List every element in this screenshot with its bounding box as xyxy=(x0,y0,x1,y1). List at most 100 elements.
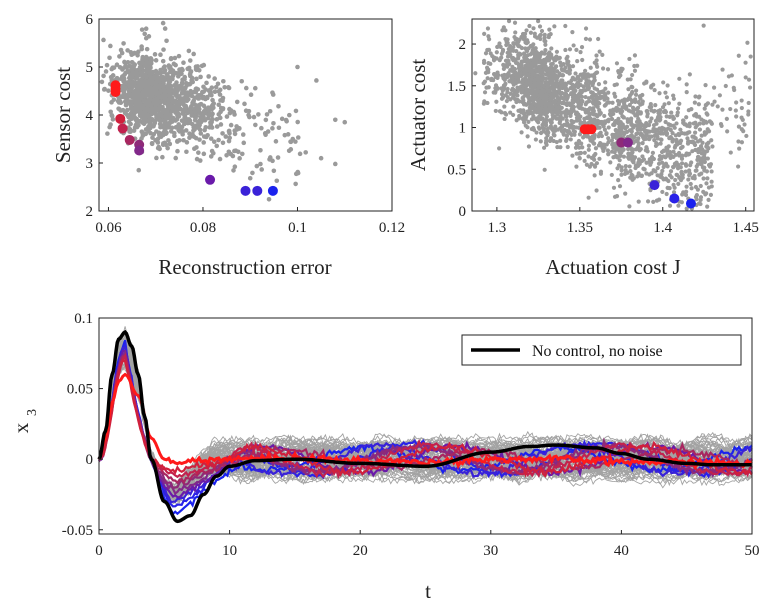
p2-cloud-point xyxy=(597,119,602,125)
p2-cloud-point xyxy=(677,76,682,81)
p2-cloud-point xyxy=(540,125,545,131)
p1-cloud-point xyxy=(99,79,105,85)
p1-cloud-point xyxy=(166,138,171,143)
p2-cloud-point xyxy=(508,44,513,49)
p2-cloud-point xyxy=(705,156,710,161)
p2-cloud-point xyxy=(674,172,679,177)
p1-cloud-point xyxy=(140,54,146,60)
p2-cloud-point xyxy=(487,37,492,42)
p1-cloud-point xyxy=(189,93,195,99)
p2-cloud-point xyxy=(664,191,669,197)
p2-cloud-point xyxy=(640,154,645,159)
p2-cloud-point xyxy=(678,165,683,170)
p2-cloud-point xyxy=(565,110,571,116)
p2-cloud-point xyxy=(543,122,548,127)
p1-cloud-point xyxy=(128,49,134,55)
p1-cloud-point xyxy=(264,112,270,117)
p2-cloud-point xyxy=(513,30,518,35)
p2-cloud-point xyxy=(521,95,526,100)
p2-cloud-point xyxy=(629,84,634,89)
p2-cloud-point xyxy=(554,78,559,83)
p2-cloud-point xyxy=(583,94,588,100)
p1-cloud-point xyxy=(141,117,147,122)
p1-cloud-point xyxy=(167,102,173,107)
p2-cloud-point xyxy=(672,163,678,168)
p1-cloud-point xyxy=(182,106,188,112)
p2-cloud-point xyxy=(661,177,666,182)
p2-cloud-point xyxy=(531,46,536,51)
p2-cloud-point xyxy=(694,192,699,198)
p2-cloud-point xyxy=(544,117,549,122)
p2-cloud-point xyxy=(510,55,516,61)
p2-cloud-point xyxy=(532,31,537,36)
p2-cloud-point xyxy=(707,164,713,169)
p1-cloud-point xyxy=(200,112,206,118)
p2-cloud-point xyxy=(574,47,579,52)
p1-cloud-point xyxy=(193,67,199,72)
p1-cloud-point xyxy=(228,122,234,128)
p2-cloud-point xyxy=(633,92,639,97)
p1-cloud-point xyxy=(293,108,299,114)
p2-cloud-point xyxy=(551,115,556,120)
p2-cloud-point xyxy=(558,60,563,65)
p2-cloud-point xyxy=(652,108,657,114)
p1-cloud-point xyxy=(166,98,172,103)
p1-cloud-point xyxy=(217,87,223,93)
p2-cloud-point xyxy=(667,136,672,141)
p2-ytick-label: 2 xyxy=(459,37,467,53)
p1-cloud-point xyxy=(170,74,175,80)
p2-cloud-point xyxy=(538,36,543,42)
p1-cloud-point xyxy=(175,104,181,109)
p2-cloud-point xyxy=(608,160,613,165)
p2-cloud-point xyxy=(664,114,669,119)
p1-cloud-point xyxy=(111,97,117,102)
p2-cloud-point xyxy=(635,131,640,136)
p1-cloud-point xyxy=(179,81,185,87)
p2-cloud-point xyxy=(641,123,646,128)
p2-cloud-point xyxy=(651,123,657,128)
p1-cloud-point xyxy=(233,148,239,154)
p2-cloud-point xyxy=(586,147,591,152)
p2-cloud-point xyxy=(519,89,524,94)
p2-cloud-point xyxy=(597,125,602,130)
p2-cloud-point xyxy=(685,130,691,135)
p2-cloud-point xyxy=(631,156,636,162)
p2-cloud-point xyxy=(702,154,707,159)
p2-cloud-point xyxy=(720,107,725,112)
p2-cloud-point xyxy=(519,73,524,79)
p2-cloud-point xyxy=(582,133,588,138)
p2-cloud-point xyxy=(667,203,673,208)
p2-cloud-point xyxy=(662,163,667,168)
p1-cloud-point xyxy=(226,85,231,90)
p2-cloud-point xyxy=(512,20,518,25)
p3-ylabel-main: x xyxy=(9,422,33,433)
p1-cloud-point xyxy=(140,103,146,109)
p2-cloud-point xyxy=(668,169,674,174)
p2-cloud-point xyxy=(593,146,599,151)
p1-cloud-point xyxy=(212,76,217,81)
p1-cloud-point xyxy=(216,137,221,143)
p1-cloud-point xyxy=(125,99,130,105)
p2-cloud-point xyxy=(549,93,554,98)
p1-cloud-point xyxy=(240,132,246,137)
p2-cloud-point xyxy=(636,157,642,162)
p1-cloud-point xyxy=(314,78,319,83)
p2-cloud-point xyxy=(741,128,746,134)
p1-cloud-point xyxy=(146,61,152,67)
p2-cloud-point xyxy=(640,99,645,104)
p1-cloud-point xyxy=(199,63,205,69)
p2-cloud-point xyxy=(598,111,603,116)
p2-cloud-point xyxy=(598,169,604,174)
p1-cloud-point xyxy=(187,81,193,87)
p1-cloud-point xyxy=(103,69,109,74)
p2-cloud-point xyxy=(638,146,643,152)
p2-cloud-point xyxy=(673,133,678,138)
p1-cloud-point xyxy=(174,117,180,122)
p2-cloud-point xyxy=(629,91,634,96)
p2-cloud-point xyxy=(592,163,597,168)
p2-cloud-point xyxy=(522,101,527,106)
p1-cloud-point xyxy=(151,124,156,129)
p2-cloud-point xyxy=(656,111,661,116)
p2-cloud-point xyxy=(530,86,535,92)
p2-cloud-point xyxy=(710,144,715,149)
